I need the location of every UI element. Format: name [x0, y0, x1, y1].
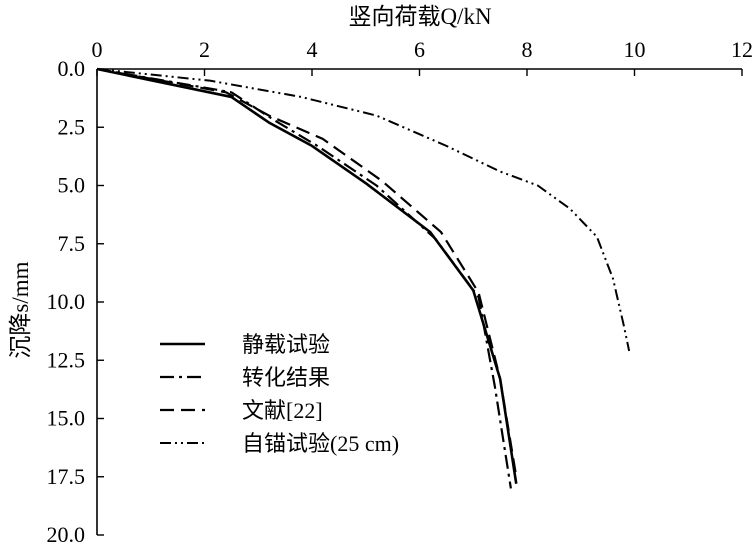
y-tick-label: 5.0	[58, 173, 86, 198]
y-axis-title: 沉降s/mm	[8, 261, 33, 358]
y-tick-label: 2.5	[58, 114, 86, 139]
y-tick-label: 17.5	[47, 464, 86, 489]
series-layer	[96, 67, 631, 489]
x-axis-title: 竖向荷载Q/kN	[348, 4, 492, 29]
x-tick-label: 8	[522, 37, 533, 62]
x-tick-label: 12	[731, 37, 752, 62]
y-tick-label: 10.0	[47, 289, 86, 314]
series-line-2	[96, 67, 512, 489]
legend-label-1: 静载试验	[242, 332, 330, 357]
legend-label-4: 自锚试验(25 cm)	[242, 431, 399, 456]
y-tick-label: 0.0	[58, 56, 86, 81]
series-line-4	[96, 68, 631, 352]
x-tick-label: 10	[624, 37, 646, 62]
axes-layer: 0 2 4 6 8 10 12 0.0 2.5 5.0 7.5 10.0 12.5 15.0 17.5 20.…	[47, 37, 752, 545]
x-tick-label: 6	[414, 37, 425, 62]
y-tick-label: 7.5	[58, 231, 86, 256]
legend-label-3: 文献[22]	[242, 398, 323, 423]
y-tick-label: 15.0	[47, 406, 86, 431]
y-tick-label: 20.0	[47, 522, 86, 545]
y-tick-label: 12.5	[47, 347, 86, 372]
legend-label-2: 转化结果	[242, 365, 330, 390]
series-line-3	[96, 67, 518, 477]
series-line-1	[96, 67, 518, 484]
x-tick-label: 4	[307, 37, 318, 62]
x-tick-label: 0	[92, 37, 103, 62]
x-tick-label: 2	[199, 37, 210, 62]
